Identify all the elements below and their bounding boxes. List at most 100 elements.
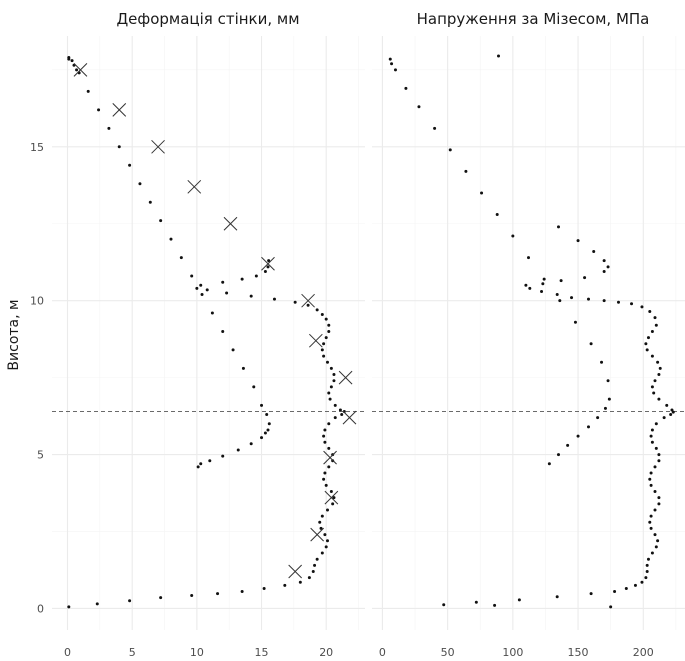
data-point <box>480 191 484 195</box>
data-point <box>649 471 653 475</box>
data-point-cross <box>324 490 339 505</box>
y-axis-title: Висота, м <box>6 299 22 370</box>
data-point <box>586 425 590 429</box>
data-point <box>221 329 225 333</box>
data-point <box>645 563 649 567</box>
data-point <box>630 302 634 306</box>
data-point <box>240 277 244 281</box>
panel-title-deformation: Деформація стінки, мм <box>116 10 299 28</box>
data-point <box>650 551 654 555</box>
data-point <box>558 299 562 303</box>
data-point <box>540 289 544 293</box>
data-point <box>293 300 297 304</box>
data-point <box>267 259 271 263</box>
data-point <box>320 313 324 317</box>
x-tick-label: 50 <box>441 646 455 659</box>
data-point-cross <box>342 410 357 425</box>
data-point <box>555 293 559 297</box>
data-point <box>263 269 267 273</box>
data-point <box>254 274 258 278</box>
data-point <box>654 446 658 450</box>
data-point <box>665 403 669 407</box>
data-point <box>266 265 270 269</box>
data-point <box>75 68 79 72</box>
x-tick-labels: 0 5 10 15 20 <box>64 646 333 659</box>
data-point <box>442 603 446 607</box>
data-point <box>231 348 235 352</box>
data-point <box>645 570 649 574</box>
data-point <box>324 336 328 340</box>
data-point <box>196 465 200 469</box>
data-point <box>298 580 302 584</box>
data-point <box>159 596 163 600</box>
grid <box>52 36 365 630</box>
data-point <box>652 391 656 395</box>
data-point-cross <box>151 139 165 154</box>
data-points <box>67 56 357 609</box>
data-point <box>236 448 240 452</box>
data-point <box>241 366 245 370</box>
data-point <box>650 440 654 444</box>
data-point <box>128 599 132 603</box>
data-point <box>340 413 344 417</box>
data-point <box>221 280 225 284</box>
data-point <box>649 434 653 438</box>
data-point-cross <box>187 179 202 194</box>
data-point <box>322 342 326 346</box>
data-point <box>609 605 613 609</box>
data-point <box>323 428 327 432</box>
data-point <box>576 434 580 438</box>
data-point <box>208 459 212 463</box>
data-point <box>511 234 515 238</box>
data-point <box>607 397 611 401</box>
data-point <box>646 557 650 561</box>
cross-stroke <box>310 527 324 542</box>
data-point <box>644 576 648 580</box>
data-point <box>596 416 600 420</box>
cross-stroke <box>223 216 238 231</box>
data-point <box>541 282 545 286</box>
data-point <box>323 440 327 444</box>
data-point <box>404 86 408 90</box>
data-point <box>606 379 610 383</box>
data-point <box>669 413 673 417</box>
data-point <box>263 431 267 435</box>
data-point-cross <box>310 527 324 542</box>
data-point <box>86 89 90 93</box>
x-tick-label: 20 <box>319 646 333 659</box>
data-point <box>159 219 163 223</box>
data-point <box>650 428 654 432</box>
data-point <box>313 563 317 567</box>
data-points <box>388 54 675 609</box>
data-point <box>266 428 270 432</box>
data-point <box>331 502 335 506</box>
data-point <box>262 586 266 590</box>
data-point <box>70 59 74 63</box>
data-point <box>524 283 528 287</box>
data-point <box>117 145 121 149</box>
data-point <box>657 496 661 500</box>
data-point <box>199 462 203 466</box>
data-point <box>320 348 324 352</box>
cross-stroke <box>112 103 127 117</box>
data-point <box>528 286 532 290</box>
x-tick-label: 15 <box>255 646 269 659</box>
data-point <box>633 583 637 587</box>
data-point <box>322 354 326 358</box>
cross-stroke <box>187 179 202 194</box>
data-point <box>210 311 214 315</box>
data-point <box>148 200 152 204</box>
data-point <box>260 403 264 407</box>
data-point <box>657 453 661 457</box>
data-point <box>205 288 209 292</box>
x-tick-label: 0 <box>379 646 386 659</box>
data-point <box>573 320 577 324</box>
data-point <box>320 551 324 555</box>
data-point <box>329 385 333 389</box>
data-point <box>670 408 674 412</box>
cross-stroke <box>73 63 88 77</box>
data-point <box>657 502 661 506</box>
data-point <box>195 286 199 290</box>
data-point <box>662 416 666 420</box>
